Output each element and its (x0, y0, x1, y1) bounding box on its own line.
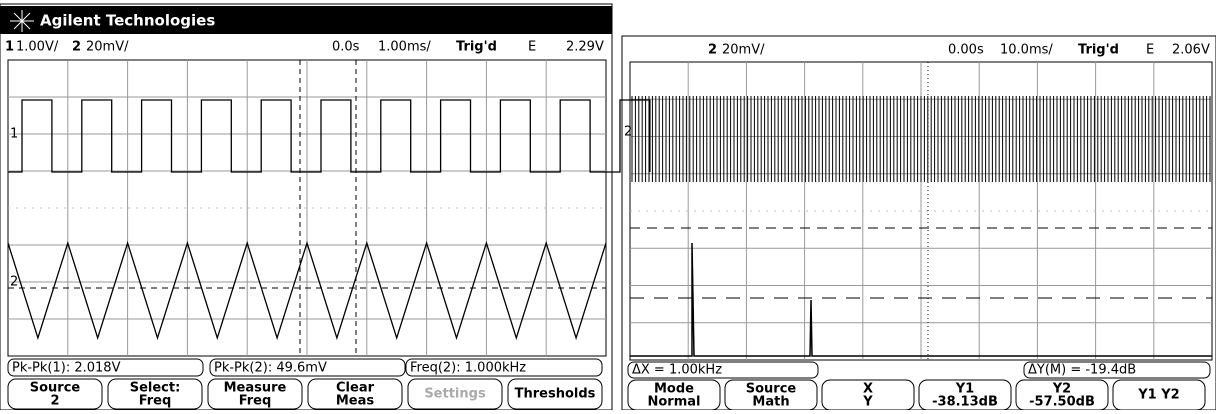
status-item: E (1146, 43, 1154, 58)
softkey-label: Freq (239, 394, 272, 409)
channel-marker: 1 (10, 127, 18, 142)
measurement: ΔX = 1.00kHz (632, 363, 722, 378)
oscilloscope-screens: Agilent Technologies 11.00V/220mV/0.0s1.… (0, 0, 1216, 410)
status-item: 2 (708, 43, 717, 58)
channel-marker: 2 (10, 275, 18, 290)
status-item: 0.0s (332, 40, 360, 55)
brand: Agilent Technologies (40, 12, 215, 30)
measurement: Freq(2): 1.000kHz (410, 361, 526, 376)
status-item: 10.0ms/ (1000, 43, 1053, 58)
status-item: 20mV/ (86, 40, 129, 55)
measurement: Pk-Pk(1): 2.018V (12, 361, 121, 376)
measurement: ΔY(M) = -19.4dB (1028, 363, 1136, 378)
channel-marker: 2 (624, 125, 632, 140)
status-item: 1.00V/ (16, 40, 59, 55)
status-item: Trig'd (456, 40, 497, 55)
softkey-label: Meas (336, 394, 375, 409)
status-item: 2.06V (1172, 43, 1210, 58)
softkey-label: Freq (139, 394, 172, 409)
status-item: 20mV/ (722, 43, 765, 58)
softkey-label: 2 (50, 394, 59, 409)
softkey-label: -57.50dB (1029, 395, 1095, 410)
softkey-label: Settings (424, 387, 486, 402)
status-item: 2.29V (566, 40, 604, 55)
softkey-label: Math (752, 395, 789, 410)
status-item: 1 (5, 40, 14, 55)
status-item: 2 (72, 40, 81, 55)
softkey-label: Normal (648, 395, 701, 410)
measurement: Pk-Pk(2): 49.6mV (214, 361, 327, 376)
status-item: 1.00ms/ (378, 40, 431, 55)
softkey-label: -38.13dB (932, 395, 998, 410)
softkey-label: Y1 Y2 (1137, 388, 1179, 403)
softkey-label: Y (862, 395, 873, 410)
status-item: 0.00s (948, 43, 984, 58)
status-item: E (528, 40, 536, 55)
softkey-label: Thresholds (515, 387, 596, 402)
status-item: Trig'd (1078, 43, 1119, 58)
